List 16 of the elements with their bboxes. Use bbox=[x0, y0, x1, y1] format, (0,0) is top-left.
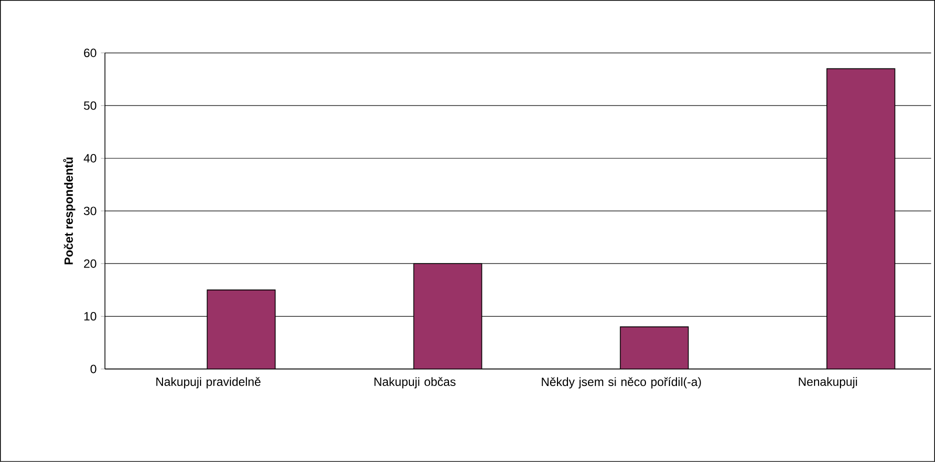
x-tick-label: Nakupuji pravidelně bbox=[156, 377, 260, 388]
bar bbox=[414, 264, 482, 370]
y-axis-title: Počet respondentů bbox=[63, 158, 76, 264]
y-tick-label: 40 bbox=[84, 154, 96, 163]
y-tick-label: 60 bbox=[84, 48, 96, 58]
y-tick-label: 50 bbox=[84, 101, 96, 110]
bar bbox=[826, 68, 896, 370]
x-tick-label: Nakupuji občas bbox=[374, 377, 456, 388]
y-tick-label: 30 bbox=[84, 206, 96, 216]
y-tick-label: 20 bbox=[84, 259, 96, 268]
x-tick-label: Nenakupuji bbox=[798, 377, 857, 388]
y-tick-label: 10 bbox=[84, 312, 96, 321]
y-tick-label: 0 bbox=[90, 364, 96, 374]
bar bbox=[207, 290, 276, 370]
x-tick-label: Někdy jsem si něco pořídil(-a) bbox=[542, 377, 701, 388]
bar bbox=[620, 326, 688, 370]
